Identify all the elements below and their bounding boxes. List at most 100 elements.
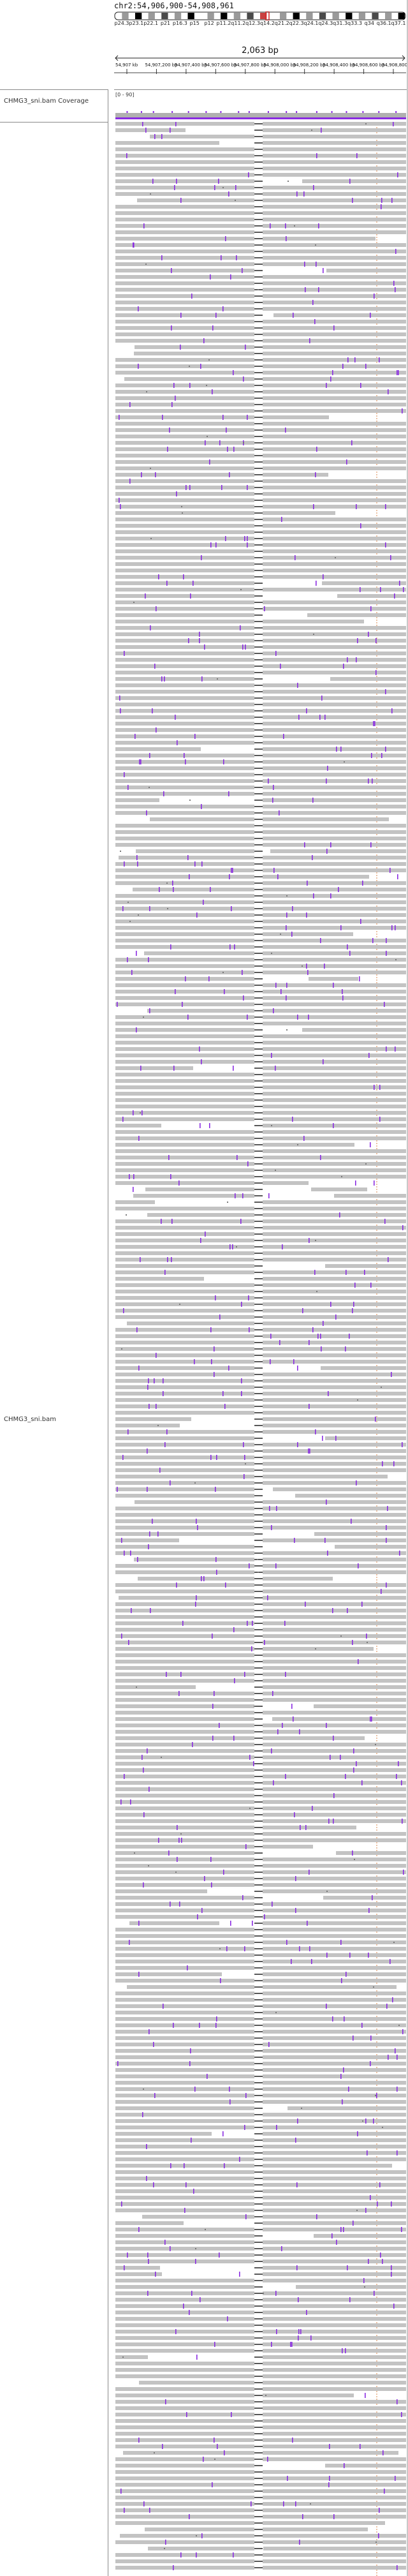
read-segment[interactable] (263, 1845, 313, 1849)
read-segment[interactable] (136, 849, 254, 853)
read-segment[interactable] (263, 1947, 406, 1951)
read-segment[interactable] (115, 1743, 254, 1746)
read-segment[interactable] (115, 415, 254, 419)
read-segment[interactable] (115, 473, 254, 477)
read-segment[interactable] (115, 1724, 254, 1727)
read-segment[interactable] (263, 1928, 406, 1932)
read-segment[interactable] (263, 939, 406, 942)
read-segment[interactable] (263, 856, 406, 860)
read-segment[interactable] (263, 1838, 406, 1842)
read-segment[interactable] (263, 1302, 406, 1306)
read-segment[interactable] (115, 1290, 254, 1293)
read-segment[interactable] (263, 1334, 406, 1338)
read-segment[interactable] (263, 2240, 406, 2244)
read-segment[interactable] (263, 435, 406, 438)
read-segment[interactable] (263, 600, 406, 604)
read-segment[interactable] (263, 358, 406, 362)
read-segment[interactable] (115, 1200, 155, 1204)
read-segment[interactable] (115, 2304, 254, 2308)
read-segment[interactable] (263, 1960, 406, 1963)
read-segment[interactable] (115, 167, 254, 170)
read-segment[interactable] (115, 1277, 204, 1281)
read-segment[interactable] (263, 1258, 406, 1262)
read-segment[interactable] (263, 1519, 406, 1523)
read-segment[interactable] (263, 907, 406, 911)
read-segment[interactable] (263, 2017, 406, 2021)
read-segment[interactable] (263, 626, 406, 630)
read-segment[interactable] (263, 1041, 406, 1045)
read-segment[interactable] (115, 773, 254, 777)
read-segment[interactable] (115, 422, 254, 426)
read-segment[interactable] (263, 1826, 356, 1829)
read-segment[interactable] (263, 1009, 406, 1013)
read-segment[interactable] (314, 1532, 406, 1536)
read-segment[interactable] (263, 415, 329, 419)
read-segment[interactable] (138, 1577, 254, 1581)
read-segment[interactable] (263, 2081, 406, 2085)
read-segment[interactable] (263, 128, 406, 132)
read-segment[interactable] (263, 1239, 406, 1242)
read-segment[interactable] (115, 1826, 254, 1829)
read-segment[interactable] (263, 1341, 406, 1344)
read-segment[interactable] (115, 2323, 254, 2327)
read-segment[interactable] (263, 2119, 406, 2123)
read-segment[interactable] (115, 1079, 254, 1083)
read-segment[interactable] (263, 524, 406, 528)
read-segment[interactable] (325, 1436, 406, 1440)
read-segment[interactable] (115, 492, 254, 496)
read-segment[interactable] (263, 2196, 406, 2200)
read-segment[interactable] (263, 620, 364, 623)
read-segment[interactable] (115, 1692, 254, 1695)
read-segment[interactable] (263, 1934, 406, 1938)
read-segment[interactable] (115, 218, 254, 221)
read-segment[interactable] (263, 2445, 406, 2448)
read-segment[interactable] (263, 135, 406, 138)
read-segment[interactable] (263, 645, 406, 649)
read-segment[interactable] (115, 1666, 254, 1670)
read-segment[interactable] (263, 1002, 406, 1006)
read-segment[interactable] (263, 403, 406, 406)
read-segment[interactable] (263, 2508, 406, 2512)
read-segment[interactable] (263, 569, 406, 572)
read-segment[interactable] (263, 1628, 406, 1632)
read-segment[interactable] (115, 537, 254, 540)
read-segment[interactable] (142, 2215, 254, 2219)
read-segment[interactable] (115, 620, 254, 623)
read-segment[interactable] (263, 543, 406, 547)
read-segment[interactable] (115, 945, 254, 949)
read-segment[interactable] (115, 2170, 254, 2174)
read-segment[interactable] (263, 2260, 406, 2263)
read-segment[interactable] (263, 1092, 406, 1096)
read-segment[interactable] (263, 167, 406, 170)
read-segment[interactable] (115, 409, 254, 413)
read-segment[interactable] (115, 2272, 162, 2276)
read-segment[interactable] (115, 2470, 254, 2474)
read-segment[interactable] (263, 1500, 406, 1504)
read-segment[interactable] (115, 205, 254, 209)
read-segment[interactable] (148, 2547, 254, 2550)
read-segment[interactable] (115, 1436, 254, 1440)
read-segment[interactable] (115, 2017, 254, 2021)
read-segment[interactable] (263, 237, 375, 241)
coverage-track[interactable]: [0 - 90] (114, 89, 408, 121)
read-segment[interactable] (115, 1098, 254, 1102)
read-segment[interactable] (263, 230, 406, 234)
read-segment[interactable] (115, 2566, 254, 2570)
read-segment[interactable] (263, 2559, 406, 2563)
read-segment[interactable] (115, 1934, 254, 1938)
read-segment[interactable] (263, 671, 406, 674)
read-segment[interactable] (115, 524, 254, 528)
read-segment[interactable] (263, 1143, 354, 1147)
read-segment[interactable] (115, 505, 254, 509)
read-segment[interactable] (115, 2132, 212, 2136)
read-segment[interactable] (263, 958, 406, 962)
read-segment[interactable] (263, 320, 406, 324)
read-segment[interactable] (263, 2457, 406, 2461)
read-segment[interactable] (273, 1487, 406, 1491)
read-segment[interactable] (263, 2374, 406, 2378)
read-segment[interactable] (263, 243, 406, 247)
read-segment[interactable] (263, 760, 406, 764)
read-segment[interactable] (115, 2279, 254, 2282)
read-segment[interactable] (115, 722, 254, 726)
read-segment[interactable] (263, 1219, 406, 1223)
